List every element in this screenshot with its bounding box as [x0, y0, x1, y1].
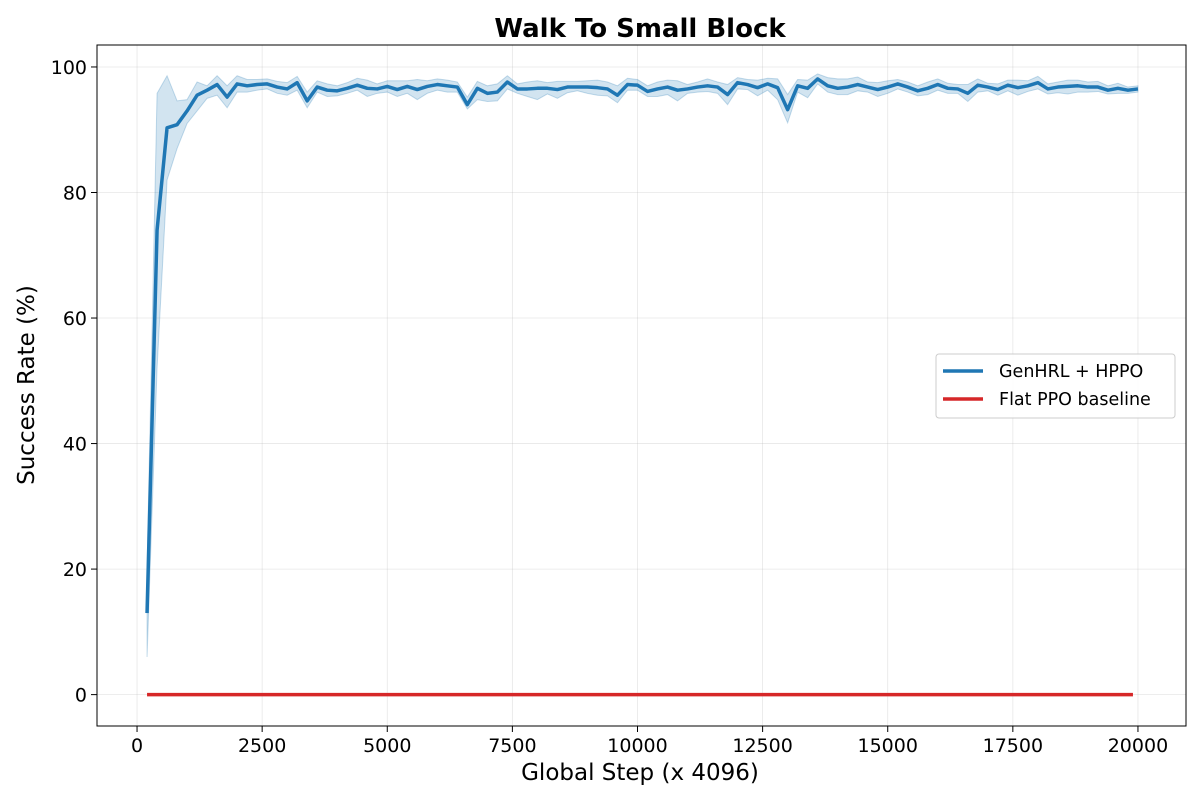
- x-tick-label: 17500: [983, 735, 1043, 757]
- y-tick-label: 60: [63, 308, 87, 330]
- x-tick-label: 0: [131, 735, 143, 757]
- x-tick-label: 10000: [607, 735, 667, 757]
- x-tick-label: 20000: [1108, 735, 1168, 757]
- series-line-0: [145, 77, 1139, 614]
- grid: [97, 45, 1186, 726]
- series-band-0: [146, 73, 1139, 657]
- y-axis-label: Success Rate (%): [14, 285, 40, 485]
- y-tick-label: 100: [51, 57, 87, 79]
- x-tick-label: 7500: [488, 735, 536, 757]
- x-tick-label: 12500: [732, 735, 792, 757]
- chart-title: Walk To Small Block: [494, 14, 786, 44]
- legend-label-0: GenHRL + HPPO: [999, 362, 1143, 382]
- x-axis-label: Global Step (x 4096): [521, 760, 759, 786]
- x-tick-label: 5000: [363, 735, 411, 757]
- y-tick-label: 0: [75, 685, 87, 707]
- y-tick-label: 20: [63, 559, 87, 581]
- legend-label-1: Flat PPO baseline: [999, 390, 1151, 410]
- y-tick-label: 80: [63, 182, 87, 204]
- x-tick-label: 2500: [238, 735, 286, 757]
- legend-box: [935, 353, 1176, 419]
- plot-area: [145, 73, 1139, 697]
- plot-frame: [96, 44, 1187, 727]
- axis-ticks: 0 2500 5000 7500 10000 12500 15000 17500 20000 0 2…: [51, 57, 1168, 757]
- x-tick-label: 15000: [857, 735, 917, 757]
- legend: GenHRL + HPPO Flat PPO baseline: [935, 353, 1176, 419]
- y-tick-label: 40: [63, 434, 87, 456]
